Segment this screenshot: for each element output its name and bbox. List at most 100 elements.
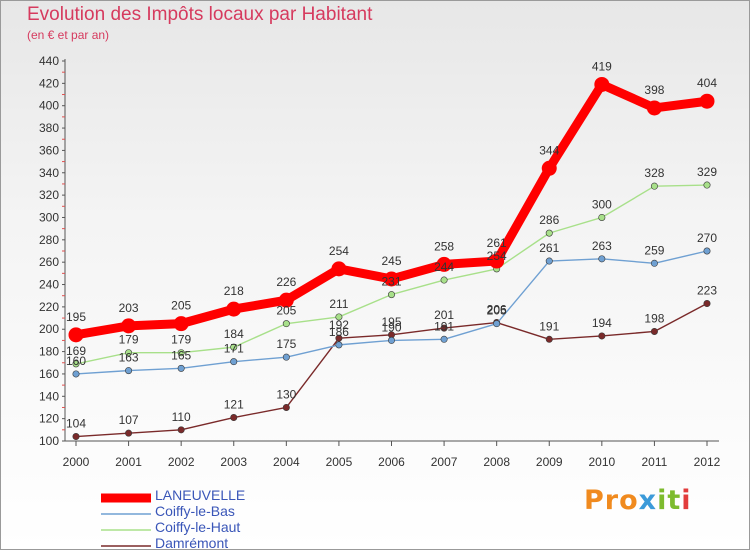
x-tick-label: 2012 [694,455,721,469]
data-point-coiffy-le-haut [440,276,448,284]
data-point-coiffy-le-bas [125,367,133,375]
data-label-coiffy-le-haut: 286 [539,213,559,227]
x-tick-label: 2004 [273,455,300,469]
x-tick-label: 2008 [483,455,510,469]
data-label-damremont: 107 [119,413,139,427]
data-label-coiffy-le-bas: 190 [381,320,401,334]
data-point-coiffy-le-haut [177,349,185,357]
data-point-laneuvelle [594,76,610,92]
data-point-coiffy-le-haut [598,213,606,221]
legend-swatch-laneuvelle [101,493,151,503]
data-label-damremont: 110 [172,410,191,424]
data-label-coiffy-le-haut: 184 [224,327,244,341]
data-label-damremont: 130 [276,387,296,401]
data-point-damremont [545,335,553,343]
data-label-coiffy-le-haut: 328 [644,166,664,180]
data-point-coiffy-le-bas [387,336,395,344]
legend-swatch-damremont [101,545,151,547]
x-tick-label: 2000 [63,455,90,469]
data-label-coiffy-le-bas: 175 [276,337,296,351]
data-point-damremont [335,334,343,342]
legend-swatch-coiffy-le-haut [101,529,151,531]
y-tick-label: 380 [39,121,59,135]
y-tick-label: 180 [39,345,59,359]
x-tick-label: 2003 [220,455,247,469]
data-label-damremont: 104 [66,417,86,431]
data-label-coiffy-le-haut: 329 [697,165,717,179]
y-tick-label: 220 [39,300,59,314]
data-point-damremont [125,429,133,437]
data-point-coiffy-le-bas [545,257,553,265]
x-tick-label: 2005 [326,455,353,469]
data-label-laneuvelle: 254 [329,244,349,258]
data-label-laneuvelle: 205 [171,299,191,313]
data-label-damremont: 192 [329,318,349,332]
y-tick-label: 420 [39,76,59,90]
data-point-damremont [230,414,238,422]
data-label-coiffy-le-bas: 160 [66,354,86,368]
data-point-damremont [177,426,185,434]
data-label-damremont: 223 [697,284,717,298]
data-point-coiffy-le-haut [335,313,343,321]
data-label-coiffy-le-bas: 259 [644,243,664,257]
y-tick-label: 440 [39,54,59,68]
y-tick-label: 200 [39,322,59,336]
data-label-coiffy-le-haut: 211 [329,297,348,311]
data-point-coiffy-le-haut [650,182,658,190]
x-tick-label: 2009 [536,455,563,469]
data-label-laneuvelle: 398 [644,83,664,97]
data-label-coiffy-le-bas: 163 [119,351,139,365]
chart-subtitle: (en € et par an) [27,28,110,42]
data-label-damremont: 206 [487,303,507,317]
series-layer [68,76,715,441]
data-label-laneuvelle: 195 [66,310,86,324]
data-point-coiffy-le-haut [703,181,711,189]
data-label-laneuvelle: 261 [487,236,507,250]
x-tick-label: 2006 [378,455,405,469]
data-point-damremont [440,324,448,332]
legend-label-damremont: Damrémont [155,535,229,551]
data-label-damremont: 201 [434,308,454,322]
data-label-laneuvelle: 245 [381,254,401,268]
data-label-coiffy-le-bas: 165 [171,348,191,362]
data-point-coiffy-le-bas [493,320,501,328]
data-label-laneuvelle: 419 [592,59,612,73]
data-point-laneuvelle [331,261,347,277]
y-tick-label: 400 [39,99,59,113]
data-point-coiffy-le-haut [387,291,395,299]
data-point-coiffy-le-bas [335,341,343,349]
data-point-laneuvelle [121,318,137,334]
data-point-coiffy-le-bas [440,335,448,343]
axes: 100 120 140 160 180 200 220 240 260 280 300 320 340 3… [39,54,721,469]
data-label-damremont: 194 [592,316,612,330]
data-label-coiffy-le-bas: 270 [697,231,717,245]
data-point-coiffy-le-bas [177,364,185,372]
data-label-laneuvelle: 203 [119,301,139,315]
chart-title: Evolution des Impôts locaux par Habitant [27,4,373,25]
data-point-coiffy-le-bas [282,353,290,361]
data-point-coiffy-le-haut [545,229,553,237]
data-point-coiffy-le-bas [650,259,658,267]
series-coiffy-le-bas [72,247,711,378]
x-tick-label: 2001 [115,455,142,469]
y-tick-label: 360 [39,143,59,157]
data-label-laneuvelle: 404 [697,76,717,90]
data-label-coiffy-le-haut: 244 [434,260,454,274]
data-label-laneuvelle: 258 [434,239,454,253]
data-point-damremont [72,433,80,441]
x-tick-label: 2007 [431,455,458,469]
data-label-laneuvelle: 226 [276,275,296,289]
data-label-damremont: 191 [539,319,559,333]
series-laneuvelle [68,76,715,343]
data-point-coiffy-le-bas [72,370,80,378]
data-point-coiffy-le-haut [230,343,238,351]
proxiti-logo: Proxiti [584,485,692,516]
y-tick-label: 300 [39,210,59,224]
data-label-damremont: 121 [224,398,244,412]
data-label-damremont: 198 [644,311,664,325]
data-point-coiffy-le-haut [72,360,80,368]
data-label-coiffy-le-bas: 205 [487,304,507,318]
data-label-damremont: 195 [381,315,401,329]
data-point-coiffy-le-haut [282,320,290,328]
